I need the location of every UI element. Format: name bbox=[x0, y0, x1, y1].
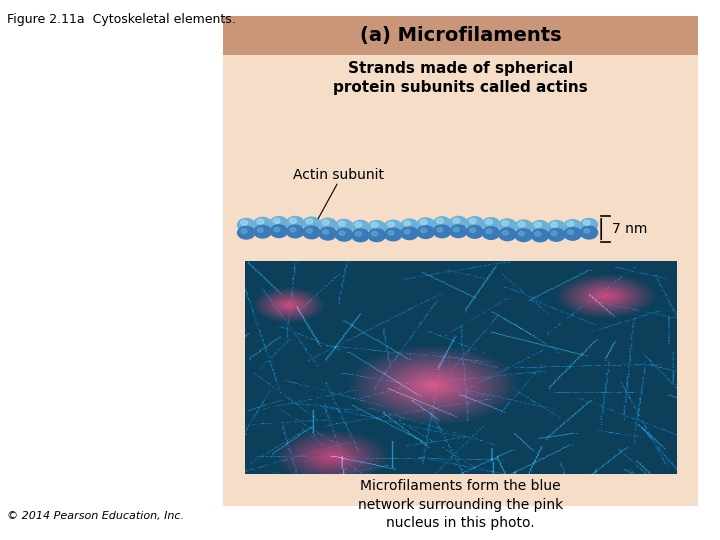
Circle shape bbox=[515, 229, 532, 241]
Circle shape bbox=[433, 217, 451, 230]
Circle shape bbox=[515, 220, 532, 233]
Circle shape bbox=[453, 227, 459, 232]
Circle shape bbox=[499, 228, 516, 241]
Circle shape bbox=[531, 229, 549, 242]
Text: © 2014 Pearson Education, Inc.: © 2014 Pearson Education, Inc. bbox=[7, 511, 184, 521]
Circle shape bbox=[502, 231, 508, 235]
Circle shape bbox=[257, 219, 264, 224]
Circle shape bbox=[336, 228, 353, 241]
Circle shape bbox=[436, 219, 444, 224]
Circle shape bbox=[548, 220, 565, 233]
Circle shape bbox=[433, 225, 451, 238]
Text: 7 nm: 7 nm bbox=[612, 222, 647, 236]
Circle shape bbox=[518, 231, 525, 236]
Circle shape bbox=[355, 222, 361, 227]
Text: Strands made of spherical
protein subunits called actins: Strands made of spherical protein subuni… bbox=[333, 60, 588, 96]
Text: Figure 2.11a  Cytoskeletal elements.: Figure 2.11a Cytoskeletal elements. bbox=[7, 13, 236, 26]
Text: Microfilaments form the blue
network surrounding the pink
nucleus in this photo.: Microfilaments form the blue network sur… bbox=[358, 479, 564, 530]
Circle shape bbox=[564, 220, 581, 232]
Circle shape bbox=[368, 221, 385, 233]
Circle shape bbox=[368, 229, 385, 241]
Circle shape bbox=[352, 229, 369, 242]
Circle shape bbox=[567, 221, 574, 226]
Circle shape bbox=[401, 219, 418, 232]
Circle shape bbox=[485, 219, 492, 225]
Circle shape bbox=[240, 220, 248, 225]
Circle shape bbox=[384, 220, 402, 233]
Circle shape bbox=[287, 225, 304, 238]
Circle shape bbox=[417, 226, 434, 238]
Circle shape bbox=[254, 218, 271, 230]
Circle shape bbox=[466, 226, 483, 238]
Circle shape bbox=[287, 217, 304, 229]
Circle shape bbox=[450, 225, 467, 238]
Circle shape bbox=[336, 219, 353, 232]
Circle shape bbox=[289, 218, 297, 223]
Circle shape bbox=[339, 231, 345, 235]
Circle shape bbox=[453, 218, 459, 223]
Circle shape bbox=[482, 218, 500, 231]
Circle shape bbox=[257, 228, 264, 232]
Circle shape bbox=[238, 219, 255, 231]
Circle shape bbox=[387, 222, 395, 227]
Circle shape bbox=[420, 228, 427, 233]
Circle shape bbox=[270, 217, 287, 229]
Circle shape bbox=[303, 226, 320, 239]
Circle shape bbox=[535, 232, 541, 236]
Circle shape bbox=[531, 221, 549, 233]
Circle shape bbox=[323, 220, 329, 225]
Circle shape bbox=[437, 227, 443, 232]
Circle shape bbox=[469, 219, 476, 224]
FancyBboxPatch shape bbox=[223, 16, 698, 505]
Circle shape bbox=[404, 221, 410, 226]
Circle shape bbox=[580, 226, 598, 239]
Circle shape bbox=[469, 228, 476, 233]
Circle shape bbox=[534, 222, 541, 227]
Circle shape bbox=[486, 230, 492, 234]
Circle shape bbox=[274, 218, 280, 224]
Circle shape bbox=[548, 228, 565, 241]
Circle shape bbox=[580, 219, 598, 231]
Circle shape bbox=[384, 228, 402, 241]
Circle shape bbox=[238, 226, 255, 239]
Circle shape bbox=[290, 228, 296, 232]
Circle shape bbox=[551, 222, 557, 227]
Circle shape bbox=[319, 227, 336, 240]
Text: Actin subunit: Actin subunit bbox=[293, 168, 384, 181]
Circle shape bbox=[567, 230, 574, 234]
Circle shape bbox=[323, 230, 329, 234]
Circle shape bbox=[404, 230, 410, 234]
Circle shape bbox=[306, 219, 312, 224]
Circle shape bbox=[499, 219, 516, 232]
Circle shape bbox=[518, 222, 525, 227]
Text: (a) Microfilaments: (a) Microfilaments bbox=[360, 26, 562, 45]
Circle shape bbox=[355, 232, 361, 236]
Circle shape bbox=[372, 222, 378, 227]
Circle shape bbox=[338, 221, 346, 226]
Circle shape bbox=[274, 227, 280, 232]
Circle shape bbox=[466, 217, 483, 230]
Circle shape bbox=[303, 217, 320, 230]
Circle shape bbox=[583, 220, 590, 225]
Circle shape bbox=[319, 218, 336, 231]
FancyBboxPatch shape bbox=[223, 16, 698, 55]
Circle shape bbox=[502, 221, 508, 226]
Circle shape bbox=[417, 218, 434, 231]
Circle shape bbox=[241, 229, 247, 233]
Circle shape bbox=[420, 220, 427, 225]
Circle shape bbox=[401, 227, 418, 240]
Circle shape bbox=[372, 232, 378, 236]
Circle shape bbox=[254, 225, 271, 238]
Circle shape bbox=[584, 229, 590, 233]
Circle shape bbox=[270, 225, 287, 238]
Circle shape bbox=[388, 231, 394, 235]
Circle shape bbox=[551, 231, 557, 235]
Circle shape bbox=[306, 228, 312, 233]
Circle shape bbox=[564, 227, 581, 240]
Circle shape bbox=[352, 220, 369, 233]
Circle shape bbox=[450, 217, 467, 229]
Circle shape bbox=[482, 227, 500, 239]
